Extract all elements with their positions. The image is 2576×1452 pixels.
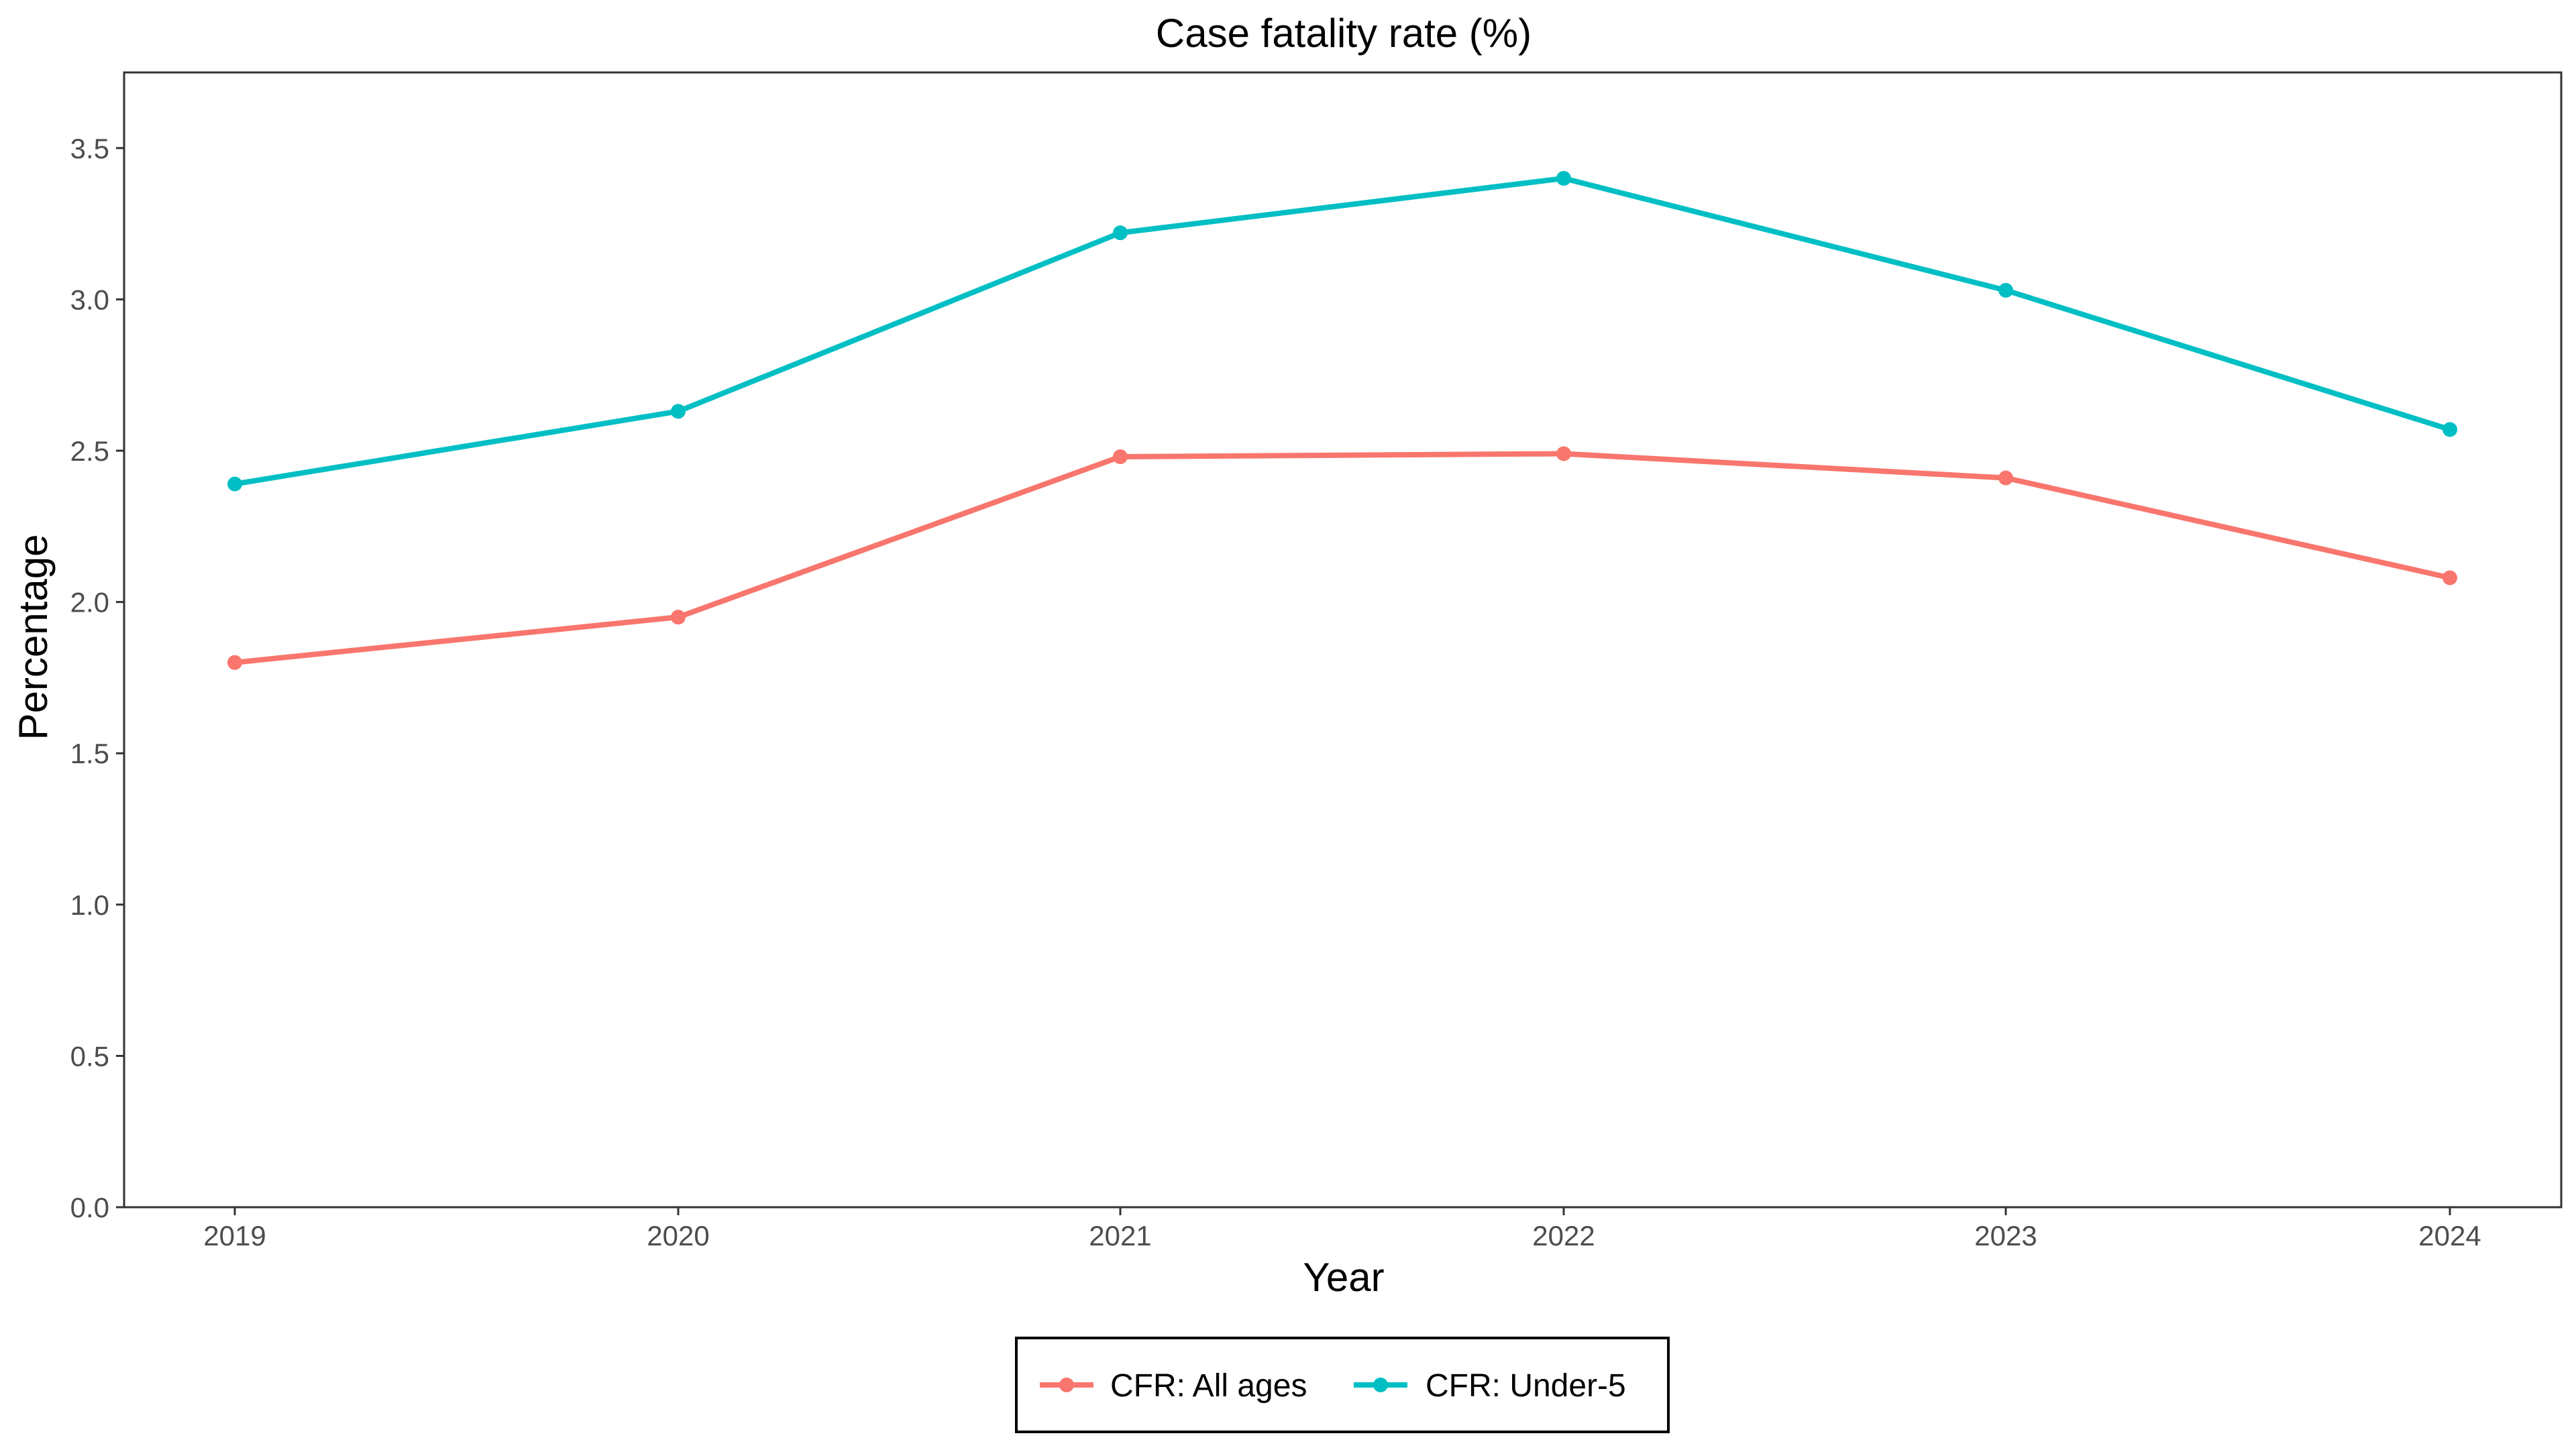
x-tick-label: 2023 [1974,1220,2037,1251]
x-tick-label: 2022 [1532,1220,1595,1251]
legend-label: CFR: Under-5 [1426,1368,1626,1404]
data-point [2443,422,2457,437]
data-point [227,655,242,670]
legend-key-point [1059,1378,1074,1392]
y-tick-label: 3.5 [70,133,109,164]
x-tick-label: 2020 [647,1220,709,1251]
plot-area: 0.0 0.5 1.0 1.5 2.0 2.5 3.0 3.5 2019 2020 2021 2022… [70,71,2563,1251]
legend-label: CFR: All ages [1110,1368,1307,1404]
data-point [1556,170,1571,186]
data-point [227,476,242,492]
data-point [1113,225,1128,241]
data-point [671,610,686,625]
plot-panel-border [123,71,2563,1209]
data-point [1113,449,1128,465]
y-tick-label: 0.0 [70,1192,109,1223]
legend-box [1015,1337,1670,1433]
data-point [1998,470,2013,486]
data-point [1556,446,1571,461]
legend-item: CFR: All ages [1040,1368,1307,1404]
y-axis-title: Percentage [11,535,56,740]
chart-title: Case fatality rate (%) [1156,11,1532,56]
series-line-2 [234,175,2451,487]
y-tick-label: 3.0 [70,284,109,315]
y-tick-label: 2.0 [70,587,109,618]
legend: CFR: All ages CFR: Under-5 [1015,1337,1670,1433]
y-tick-label: 1.5 [70,738,109,769]
y-tick-label: 0.5 [70,1040,109,1072]
data-point [1998,282,2013,298]
data-point [2443,570,2457,585]
data-point [671,404,686,419]
x-tick-label: 2024 [2418,1220,2481,1251]
x-tick-label: 2021 [1089,1220,1151,1251]
y-tick-label: 2.5 [70,435,109,467]
x-axis-title: Year [1303,1255,1384,1300]
legend-item: CFR: Under-5 [1354,1368,1626,1404]
series-line-1 [234,451,2451,665]
x-tick-label: 2019 [203,1220,266,1251]
legend-key-point [1373,1378,1388,1392]
y-tick-label: 1.0 [70,889,109,921]
